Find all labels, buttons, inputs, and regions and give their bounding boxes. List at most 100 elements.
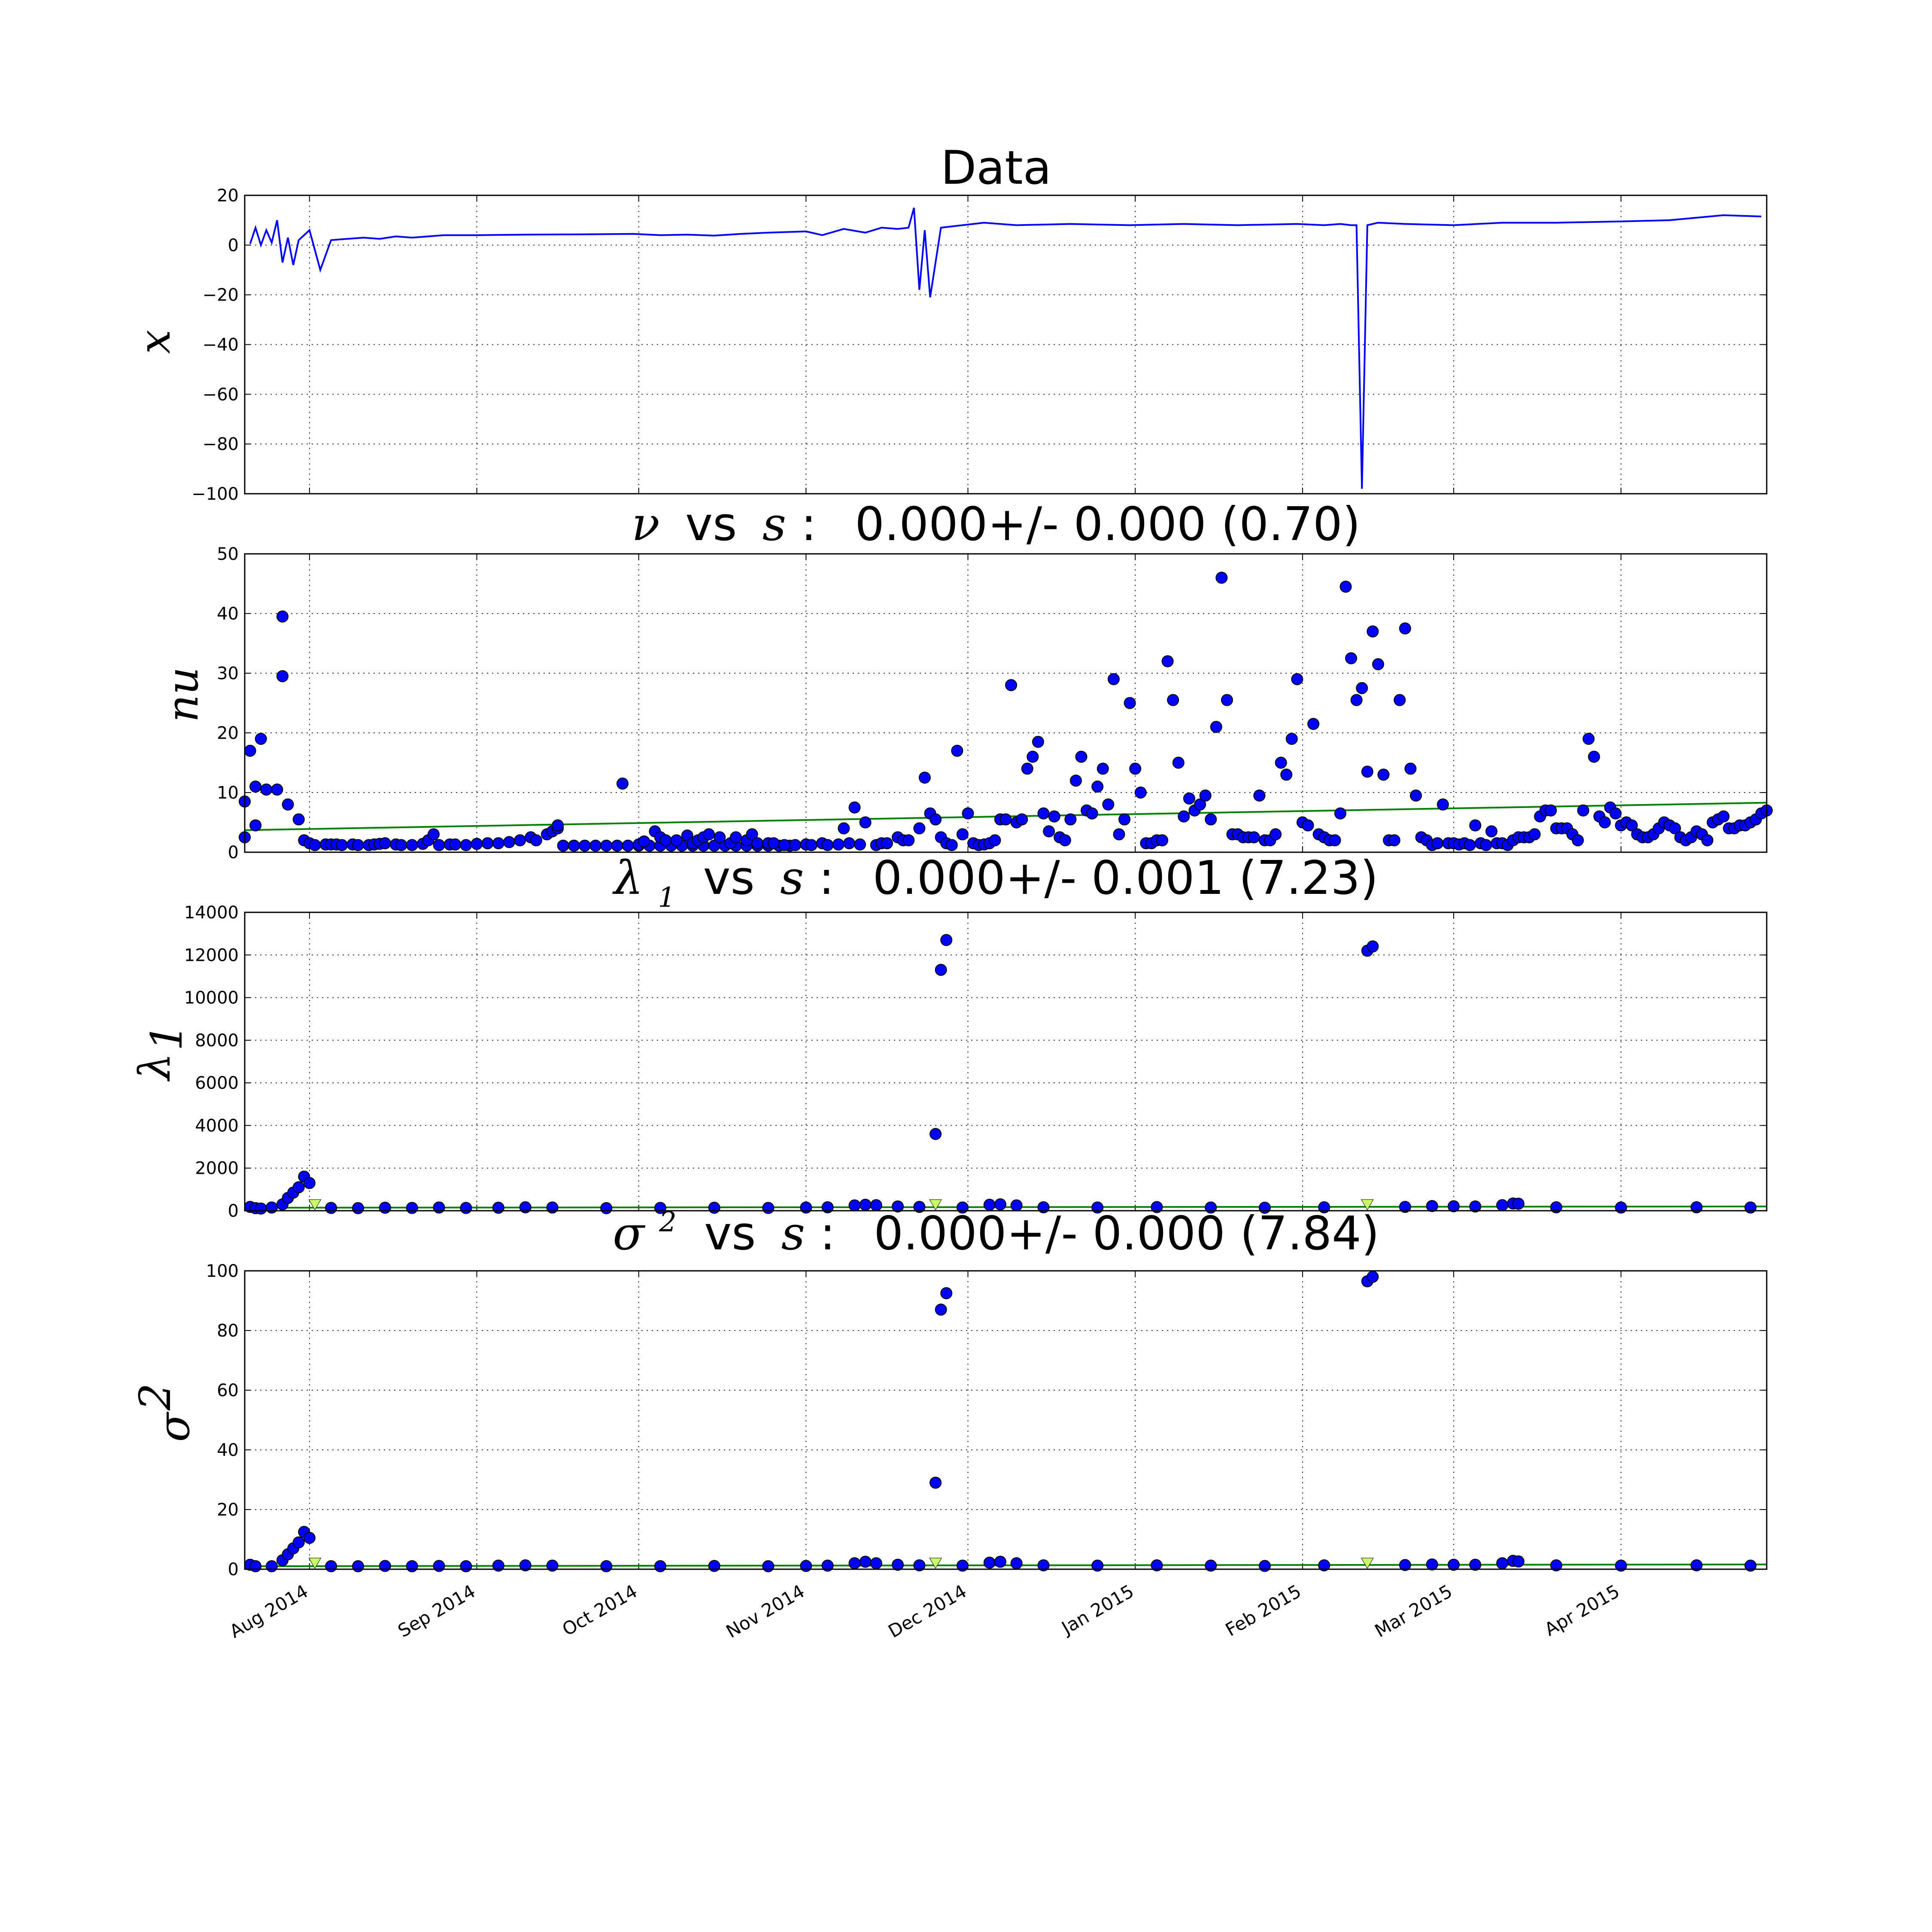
- data-point: [881, 837, 893, 850]
- data-point: [1572, 834, 1584, 847]
- panel4-title-vs: vs: [704, 1207, 756, 1261]
- data-point: [427, 828, 440, 841]
- data-point: [1615, 1559, 1627, 1572]
- data-point: [309, 839, 321, 851]
- axes-frame: [244, 1270, 1768, 1570]
- data-point: [1048, 810, 1060, 823]
- data-point: [552, 819, 564, 832]
- panel4-title-sigma: σ: [613, 1207, 646, 1261]
- data-point: [406, 1560, 418, 1573]
- panel4-ylabel-sigma: σ: [149, 1411, 199, 1442]
- panel2-title-s: s: [762, 498, 786, 551]
- y-tick-label: −20: [203, 286, 239, 305]
- data-point: [821, 1559, 834, 1572]
- data-point: [1183, 792, 1195, 805]
- data-point: [578, 839, 591, 852]
- data-point: [1221, 694, 1233, 706]
- data-point: [1701, 834, 1713, 847]
- y-tick-label: 0: [228, 236, 239, 255]
- data-point: [336, 839, 348, 851]
- panel4-title-sigma-sup: 2: [659, 1206, 677, 1238]
- event-marker: [929, 1558, 942, 1569]
- data-point: [514, 834, 526, 847]
- data-point: [945, 839, 958, 851]
- data-point: [1426, 1558, 1438, 1571]
- data-point: [255, 1203, 267, 1215]
- panel1-title: Data: [941, 141, 1051, 195]
- data-point: [1372, 658, 1384, 671]
- data-point: [352, 1202, 364, 1215]
- data-point: [654, 1560, 666, 1573]
- panel3-title-lambda: λ: [612, 851, 643, 905]
- data-point: [379, 1202, 391, 1214]
- y-tick-label: 10000: [184, 988, 239, 1008]
- data-point: [1377, 769, 1390, 781]
- data-point: [1037, 1559, 1050, 1571]
- data-point: [519, 1559, 532, 1571]
- y-tick-label: −60: [203, 385, 239, 404]
- y-tick-label: 2000: [195, 1159, 239, 1179]
- event-marker: [308, 1558, 322, 1569]
- y-tick-label: 40: [217, 604, 239, 624]
- data-point: [255, 732, 267, 745]
- panel3-ylabel: λ 1: [130, 1024, 192, 1082]
- data-point: [1410, 789, 1422, 802]
- y-tick-label: −40: [203, 335, 239, 355]
- panel4-title-s: s: [781, 1207, 805, 1261]
- data-point: [1329, 834, 1341, 847]
- y-tick-label: −100: [191, 484, 239, 504]
- data-point: [1464, 839, 1476, 851]
- data-point: [1102, 798, 1115, 811]
- data-point: [1469, 1558, 1482, 1571]
- data-point: [935, 1303, 947, 1316]
- data-point: [1367, 1270, 1379, 1283]
- data-point: [1275, 756, 1287, 769]
- data-point: [1426, 1200, 1438, 1212]
- y-tick-label: 100: [206, 1261, 239, 1281]
- data-point: [303, 1177, 316, 1189]
- data-point: [1037, 807, 1050, 820]
- data-point: [1598, 816, 1611, 829]
- data-point: [395, 839, 407, 851]
- data-point: [1059, 834, 1071, 847]
- data-point: [276, 670, 289, 682]
- data-point: [930, 1476, 942, 1489]
- panel3-title-vs: vs: [703, 851, 755, 905]
- data-point: [962, 807, 974, 820]
- data-point: [989, 834, 1001, 847]
- data-point: [406, 839, 418, 851]
- data-point: [638, 835, 650, 848]
- data-point: [1690, 1559, 1703, 1571]
- panel2-title-stats: 0.000+/- 0.000 (0.70): [855, 498, 1361, 551]
- data-point: [1367, 625, 1379, 638]
- data-point: [271, 784, 283, 796]
- data-point: [1172, 756, 1185, 769]
- data-point: [1345, 652, 1358, 665]
- data-point: [460, 1202, 472, 1214]
- data-point: [1021, 762, 1033, 775]
- data-point: [1340, 580, 1352, 593]
- y-tick-label: 6000: [195, 1073, 239, 1093]
- data-point: [1134, 787, 1147, 799]
- data-point: [746, 828, 758, 841]
- data-point: [918, 772, 931, 784]
- data-point: [956, 828, 969, 841]
- y-tick-label: 30: [217, 664, 239, 683]
- data-point: [265, 1201, 278, 1214]
- data-point: [1086, 807, 1098, 820]
- data-point: [1253, 789, 1266, 802]
- event-marker: [1361, 1558, 1374, 1569]
- data-point: [940, 934, 953, 946]
- data-point: [292, 1536, 305, 1549]
- data-point: [1151, 1559, 1163, 1571]
- data-point: [352, 839, 364, 851]
- data-point: [1399, 622, 1411, 635]
- data-point: [1156, 834, 1169, 847]
- data-point: [832, 838, 844, 851]
- axes-frame: [244, 911, 1768, 1212]
- panel4-ylabel-sup: 2: [130, 1383, 180, 1411]
- data-point: [1091, 1559, 1104, 1572]
- data-point: [714, 831, 726, 844]
- data-point: [1367, 940, 1379, 953]
